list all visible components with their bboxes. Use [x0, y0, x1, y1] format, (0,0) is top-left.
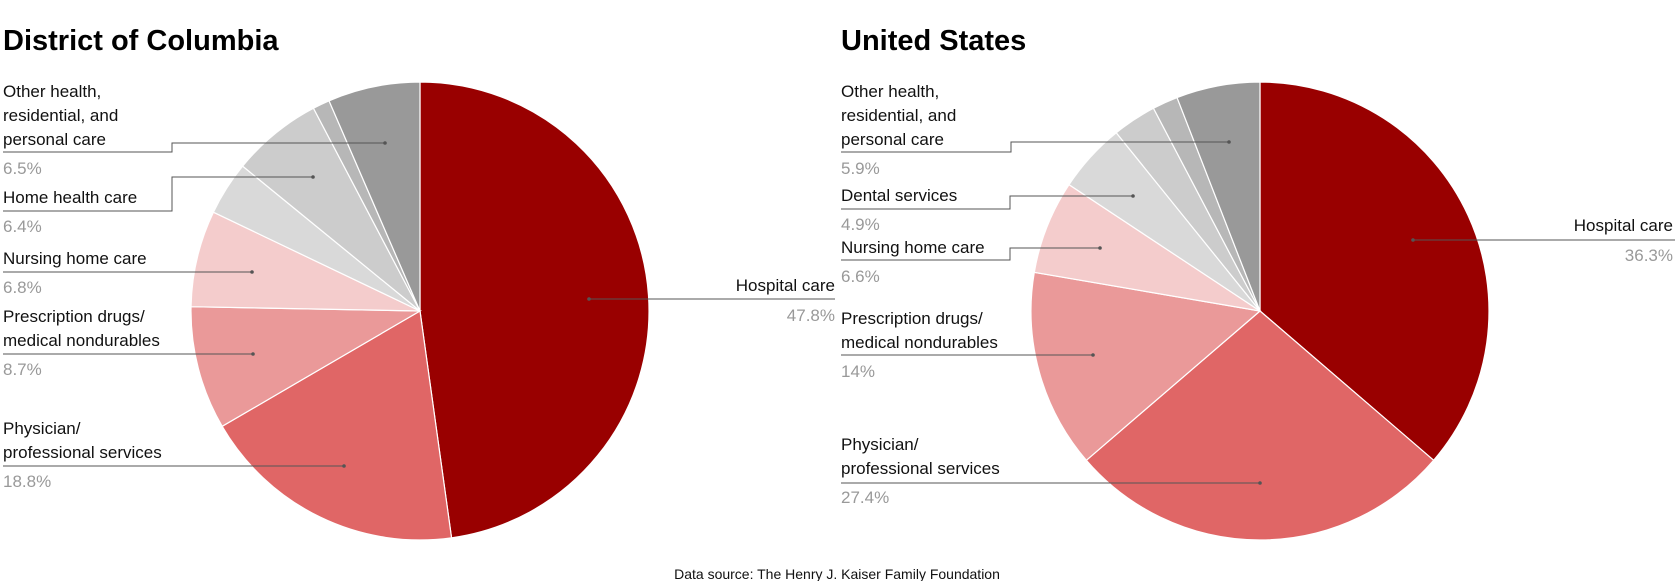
- us-rx-label-line1: Prescription drugs/: [841, 309, 983, 328]
- dc-other-label-line3: personal care: [3, 130, 106, 149]
- us-other-label-line2: residential, and: [841, 106, 956, 125]
- us-other-dot: [1227, 140, 1231, 144]
- us-dental-leader: [841, 195, 1133, 210]
- dc-hospital-dot: [587, 297, 591, 301]
- dc-slice-physician-professional-services: [221, 310, 453, 541]
- us-dental-label: Dental services: [841, 186, 957, 205]
- us-other-label-line1: Other health,: [841, 82, 939, 101]
- dc-rx-dot: [251, 352, 255, 356]
- us-pie-slices: [1030, 81, 1490, 541]
- us-chart: United States Hospital care 36.3% Physic…: [841, 25, 1675, 541]
- dc-leader-dots: [250, 141, 591, 468]
- us-other-label-line3: personal care: [841, 130, 944, 149]
- dc-slice-hospital-care: [419, 81, 650, 539]
- dc-chart: District of Columbia Hospital care 47.8%…: [3, 25, 835, 541]
- us-hospital-pct: 36.3%: [1625, 246, 1673, 265]
- dc-nursing-pct: 6.8%: [3, 278, 42, 297]
- us-hospital-dot: [1411, 238, 1415, 242]
- dc-rx-pct: 8.7%: [3, 360, 42, 379]
- dc-other-label-line2: residential, and: [3, 106, 118, 125]
- us-slice-other-health-residential-and-personal-care: [1176, 81, 1261, 312]
- dc-hospital-pct: 47.8%: [787, 306, 835, 325]
- us-physician-dot: [1258, 481, 1262, 485]
- us-hospital-label: Hospital care: [1574, 216, 1673, 235]
- us-nursing-dot: [1098, 246, 1102, 250]
- us-rx-pct: 14%: [841, 362, 875, 381]
- dc-other-leader: [3, 142, 385, 153]
- dc-nursing-dot: [250, 270, 254, 274]
- us-nursing-pct: 6.6%: [841, 267, 880, 286]
- us-nursing-label: Nursing home care: [841, 238, 985, 257]
- us-rx-dot: [1091, 353, 1095, 357]
- dc-slice-prescription-drugs-medical-nondurables: [190, 306, 423, 428]
- us-other-leader: [841, 141, 1229, 153]
- us-slice-hospital-care: [1259, 81, 1490, 462]
- dc-rx-label-line1: Prescription drugs/: [3, 307, 145, 326]
- dc-home-leader: [3, 176, 313, 212]
- us-physician-label-line2: professional services: [841, 459, 1000, 478]
- us-leader-dots: [1091, 140, 1415, 485]
- dc-physician-pct: 18.8%: [3, 472, 51, 491]
- dc-physician-dot: [342, 464, 346, 468]
- us-chart-title: United States: [841, 25, 1026, 57]
- dc-home-label: Home health care: [3, 188, 137, 207]
- us-slice-prescription-drugs-medical-nondurables: [1030, 271, 1262, 462]
- dc-home-dot: [311, 175, 315, 179]
- us-nursing-leader: [841, 247, 1100, 261]
- dc-home-pct: 6.4%: [3, 217, 42, 236]
- dc-nursing-label: Nursing home care: [3, 249, 147, 268]
- us-dental-dot: [1131, 194, 1135, 198]
- dc-physician-label-line2: professional services: [3, 443, 162, 462]
- us-physician-label-line1: Physician/: [841, 435, 919, 454]
- dc-slice-other-health-residential-and-personal-care: [328, 81, 421, 312]
- us-physician-pct: 27.4%: [841, 488, 889, 507]
- dc-chart-title: District of Columbia: [3, 25, 279, 57]
- dc-hospital-label: Hospital care: [736, 276, 835, 295]
- dc-physician-label-line1: Physician/: [3, 419, 81, 438]
- us-rx-label-line2: medical nondurables: [841, 333, 998, 352]
- dc-other-pct: 6.5%: [3, 159, 42, 178]
- dc-other-dot: [383, 141, 387, 145]
- dc-other-label-line1: Other health,: [3, 82, 101, 101]
- us-dental-pct: 4.9%: [841, 215, 880, 234]
- us-other-pct: 5.9%: [841, 159, 880, 178]
- data-source-note: Data source: The Henry J. Kaiser Family …: [674, 566, 1000, 581]
- dc-rx-label-line2: medical nondurables: [3, 331, 160, 350]
- dc-pie-slices: [190, 81, 650, 541]
